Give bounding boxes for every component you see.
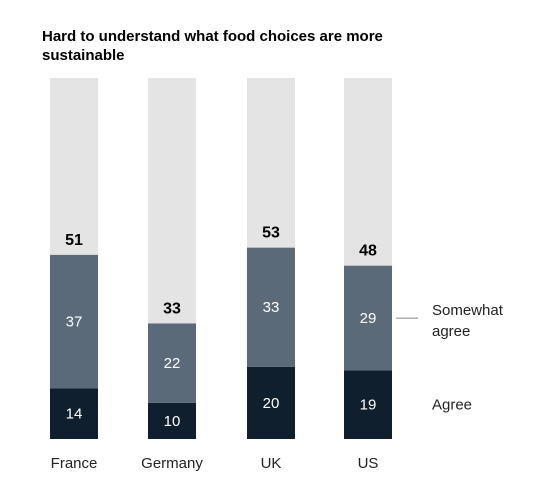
category-label-us: US (358, 455, 379, 472)
bar-somewhat-agree-france (50, 254, 98, 389)
bar-somewhat-agree-germany (148, 323, 196, 403)
label-agree-us: 19 (360, 397, 377, 414)
bar-agree-uk (247, 366, 295, 439)
bar-somewhat-agree-us (344, 265, 392, 371)
label-total-germany: 33 (163, 300, 181, 317)
category-label-uk: UK (261, 455, 282, 472)
legend-label-somewhat-agree-line1: Somewhat (432, 302, 504, 319)
label-total-uk: 53 (262, 225, 280, 242)
legend-label-agree: Agree (432, 397, 472, 414)
label-total-france: 51 (65, 232, 83, 249)
bar-agree-germany (148, 402, 196, 439)
legend-label-somewhat-agree-line2: agree (432, 323, 470, 340)
chart-title: Hard to understand what food choices are… (42, 28, 383, 64)
bar-agree-us (344, 370, 392, 439)
category-label-france: France (51, 455, 98, 472)
label-agree-uk: 20 (263, 395, 280, 412)
label-total-us: 48 (359, 243, 377, 260)
label-agree-france: 14 (66, 406, 83, 423)
bar-somewhat-agree-uk (247, 247, 295, 367)
bar-agree-france (50, 388, 98, 439)
label-somewhat-agree-uk: 33 (263, 299, 280, 316)
label-agree-germany: 10 (164, 413, 181, 430)
label-somewhat-agree-us: 29 (360, 310, 377, 327)
label-somewhat-agree-germany: 22 (164, 355, 181, 372)
label-somewhat-agree-france: 37 (66, 314, 83, 331)
category-label-germany: Germany (141, 455, 203, 472)
